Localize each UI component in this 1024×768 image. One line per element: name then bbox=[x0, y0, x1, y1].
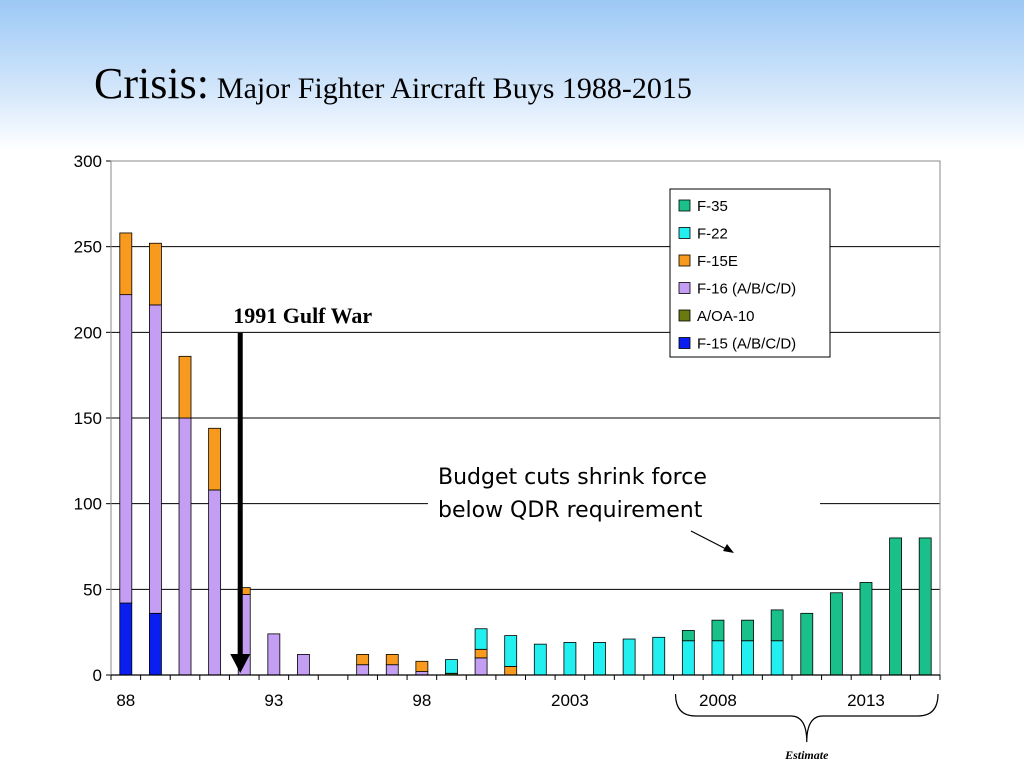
x-tick-label: 2008 bbox=[699, 691, 737, 710]
legend-swatch bbox=[678, 227, 691, 239]
legend-label: F-15E bbox=[697, 253, 738, 270]
bar-segment-1991-s2 bbox=[208, 489, 222, 676]
bar-segment-2013-s5 bbox=[859, 582, 873, 676]
bar-segment-2004-s4 bbox=[593, 642, 606, 676]
bar-segment-1997-s2 bbox=[385, 664, 399, 676]
estimate-brace bbox=[674, 693, 939, 743]
bar-segment-2007-s4 bbox=[681, 640, 695, 676]
title-main: Crisis: bbox=[94, 59, 209, 108]
estimate-label: Estimate bbox=[784, 748, 829, 762]
legend bbox=[669, 188, 831, 358]
y-tick-label: 250 bbox=[74, 238, 102, 257]
bar-segment-2002-s4 bbox=[533, 643, 547, 676]
legend-swatch bbox=[678, 337, 691, 349]
bar-segment-2000-s3 bbox=[474, 648, 488, 659]
legend-label: F-22 bbox=[697, 226, 728, 243]
y-tick-label: 50 bbox=[83, 580, 102, 599]
x-tick-label: 93 bbox=[264, 691, 283, 710]
bar-segment-2014-s5 bbox=[889, 537, 902, 676]
bar-segment-2006-s4 bbox=[652, 636, 666, 676]
x-tick-label: 88 bbox=[116, 691, 135, 710]
legend-swatch bbox=[678, 199, 691, 212]
legend-swatch bbox=[678, 282, 691, 294]
bar-segment-2012-s5 bbox=[829, 592, 843, 676]
legend-swatch bbox=[678, 254, 691, 267]
bar-segment-2010-s4 bbox=[770, 640, 784, 676]
budget-note-line2: below QDR requirement bbox=[438, 498, 703, 523]
budget-note-line1: Budget cuts shrink force bbox=[438, 465, 707, 490]
bar-segment-2008-s5 bbox=[711, 619, 725, 642]
bar-segment-1997-s3 bbox=[385, 654, 399, 666]
bar-segment-1996-s2 bbox=[356, 664, 370, 676]
bar-segment-1998-s3 bbox=[415, 660, 429, 672]
bar-segment-2008-s4 bbox=[711, 640, 725, 676]
bar-segment-2005-s4 bbox=[622, 638, 636, 676]
y-tick-label: 150 bbox=[74, 409, 102, 428]
legend-label: F-16 (A/B/C/D) bbox=[697, 281, 796, 298]
bar-segment-1993-s2 bbox=[267, 633, 281, 676]
bar-segment-1989-s2 bbox=[149, 304, 162, 614]
bar-segment-1989-s3 bbox=[149, 242, 162, 306]
bar-segment-1990-s3 bbox=[178, 355, 192, 419]
y-tick-label: 0 bbox=[93, 666, 102, 685]
y-tick-label: 100 bbox=[74, 495, 102, 514]
bar-segment-2009-s4 bbox=[741, 640, 754, 676]
x-tick-label: 98 bbox=[412, 691, 431, 710]
y-tick-label: 200 bbox=[74, 323, 102, 342]
legend-swatch bbox=[678, 309, 691, 322]
page-title: Crisis: Major Fighter Aircraft Buys 1988… bbox=[94, 58, 692, 109]
bar-segment-1989-s0 bbox=[149, 612, 162, 676]
legend-label: A/OA-10 bbox=[697, 308, 755, 325]
gulf-war-label: 1991 Gulf War bbox=[233, 303, 372, 328]
bar-segment-2003-s4 bbox=[563, 642, 577, 676]
bar-segment-2001-s3 bbox=[504, 666, 518, 676]
bar-segment-2001-s4 bbox=[504, 635, 518, 667]
bar-segment-2010-s5 bbox=[770, 609, 784, 642]
legend-label: F-35 bbox=[697, 198, 728, 215]
budget-note-pointer-head bbox=[723, 544, 734, 553]
bar-segment-2000-s4 bbox=[474, 628, 488, 650]
bar-segment-1999-s4 bbox=[445, 659, 458, 674]
bar-segment-1991-s3 bbox=[208, 427, 222, 491]
bar-segment-2015-s5 bbox=[918, 537, 932, 676]
bar-segment-1988-s0 bbox=[119, 602, 133, 676]
x-tick-label: 2013 bbox=[847, 691, 885, 710]
gulf-war-arrow-head bbox=[230, 654, 251, 673]
budget-note-pointer bbox=[690, 530, 729, 551]
y-tick-label: 300 bbox=[74, 152, 102, 171]
bar-segment-2000-s2 bbox=[474, 657, 488, 676]
bar-segment-2011-s5 bbox=[800, 612, 814, 676]
bar-segment-1990-s2 bbox=[178, 417, 192, 676]
bar-segment-1994-s2 bbox=[297, 654, 310, 676]
bar-segment-2009-s5 bbox=[741, 619, 754, 642]
bar-segment-1988-s2 bbox=[119, 294, 133, 604]
budget-note-background bbox=[428, 456, 820, 528]
legend-label: F-15 (A/B/C/D) bbox=[697, 336, 796, 353]
bar-segment-1996-s3 bbox=[356, 654, 370, 666]
title-sub: Major Fighter Aircraft Buys 1988-2015 bbox=[216, 72, 692, 105]
x-tick-label: 2003 bbox=[551, 691, 589, 710]
bar-segment-2007-s5 bbox=[681, 630, 695, 642]
bar-segment-1988-s3 bbox=[119, 232, 133, 296]
